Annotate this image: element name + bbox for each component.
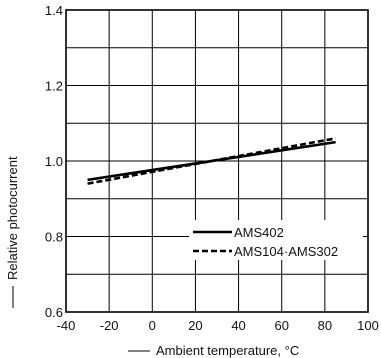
x-tick-label: 0 — [149, 318, 156, 333]
y-axis-label: Relative photocurrent — [5, 156, 20, 280]
y-tick-label: 1.0 — [45, 154, 63, 169]
x-tick-label: 60 — [274, 318, 288, 333]
x-tick-label: 40 — [231, 318, 245, 333]
x-tick-label: -20 — [100, 318, 119, 333]
legend: AMS402 AMS104·AMS302 — [189, 220, 363, 260]
series-line — [87, 137, 336, 185]
legend-background — [189, 220, 363, 260]
legend-label: AMS402 — [234, 225, 284, 240]
y-tick-label: 1.2 — [45, 79, 63, 94]
plot-frame — [65, 9, 369, 313]
x-tick-labels: -40 -20 0 20 40 60 80 100 — [57, 318, 379, 333]
y-tick-label: 1.4 — [45, 3, 63, 18]
series-lines — [87, 137, 336, 185]
y-tick-labels: 0.6 0.8 1.0 1.2 1.4 — [45, 3, 63, 320]
legend-label: AMS104·AMS302 — [234, 244, 338, 259]
x-axis-label: Ambient temperature, °C — [156, 343, 299, 358]
x-tick-label: 80 — [318, 318, 332, 333]
y-tick-label: 0.6 — [45, 305, 63, 320]
y-tick-label: 0.8 — [45, 230, 63, 245]
x-tick-label: 20 — [188, 318, 202, 333]
x-tick-label: -40 — [57, 318, 76, 333]
x-tick-label: 100 — [357, 318, 379, 333]
